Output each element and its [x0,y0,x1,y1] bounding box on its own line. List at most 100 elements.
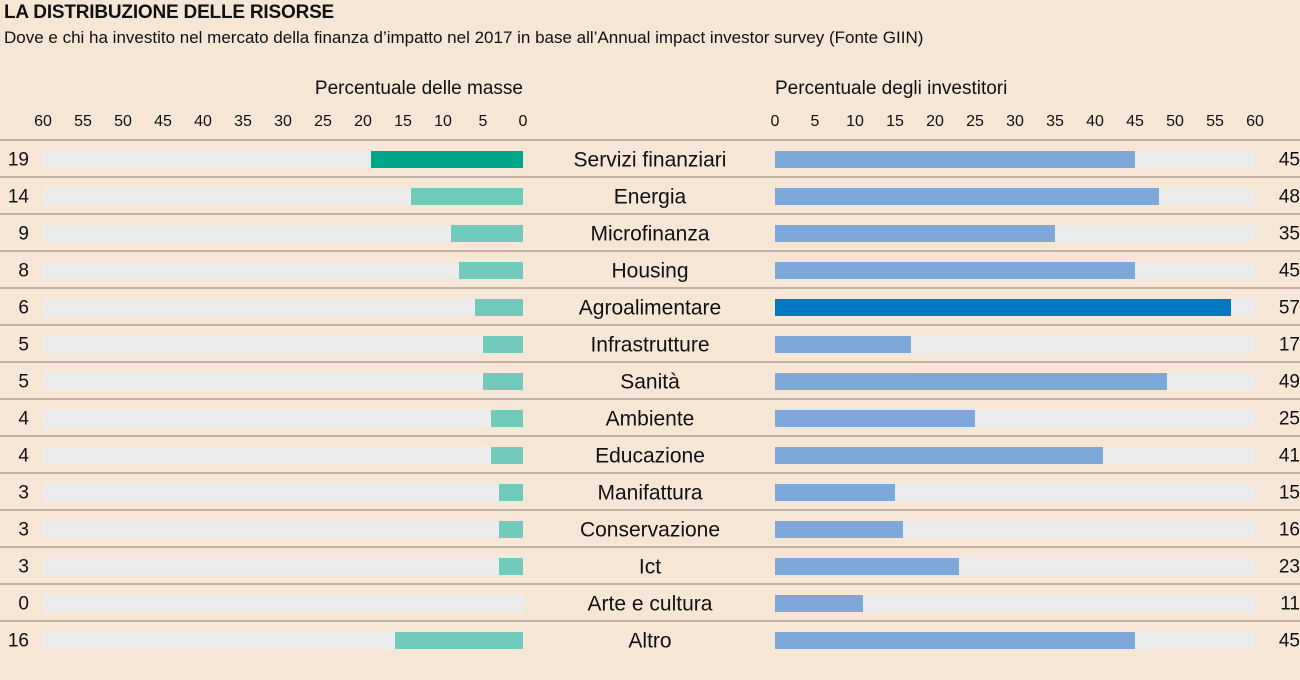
left-bar [499,558,523,575]
right-value-label: 45 [1279,261,1300,282]
left-tick-label: 25 [314,113,332,130]
left-tick-label: 30 [274,113,292,130]
left-bar-track [43,521,523,538]
left-tick-label: 10 [434,113,452,130]
left-value-label: 6 [18,298,29,319]
left-bar-track [43,373,523,390]
right-tick-label: 20 [926,113,944,130]
left-bar [491,410,523,427]
right-tick-label: 45 [1126,113,1144,130]
left-bar-track [43,484,523,501]
left-value-label: 5 [18,372,29,393]
left-bar [491,447,523,464]
right-tick-label: 60 [1246,113,1264,130]
category-label: Arte e cultura [588,593,713,616]
right-value-label: 23 [1279,557,1300,578]
right-bar [775,262,1135,279]
left-bar [411,188,523,205]
category-label: Microfinanza [590,223,709,246]
left-tick-label: 45 [154,113,172,130]
right-bar [775,410,975,427]
left-value-label: 3 [18,520,29,541]
right-value-label: 45 [1279,150,1300,171]
right-tick-label: 35 [1046,113,1064,130]
left-bar-track [43,299,523,316]
right-bar [775,632,1135,649]
right-tick-label: 0 [771,113,780,130]
category-label: Manifattura [597,482,702,505]
left-value-label: 4 [18,409,29,430]
left-tick-label: 35 [234,113,252,130]
left-value-label: 3 [18,557,29,578]
category-label: Ict [639,556,661,579]
right-value-label: 45 [1279,631,1300,652]
left-bar-track [43,336,523,353]
right-value-label: 35 [1279,224,1300,245]
right-bar [775,447,1103,464]
right-value-label: 11 [1280,594,1300,615]
right-bar-track [775,595,1255,612]
left-value-label: 16 [8,631,29,652]
left-bar-track [43,595,523,612]
right-bar [775,336,911,353]
right-bar [775,299,1231,316]
left-bar-track [43,558,523,575]
left-tick-label: 60 [34,113,52,130]
left-bar [499,484,523,501]
left-value-label: 0 [18,594,29,615]
left-tick-label: 55 [74,113,92,130]
left-bar-track [43,225,523,242]
right-tick-label: 25 [966,113,984,130]
category-label: Agroalimentare [579,297,721,320]
left-value-label: 19 [8,150,29,171]
left-bar [475,299,523,316]
left-bar-track [43,447,523,464]
chart-title: LA DISTRIBUZIONE DELLE RISORSE [4,2,335,23]
right-tick-label: 30 [1006,113,1024,130]
left-value-label: 5 [18,335,29,356]
right-value-label: 17 [1279,335,1300,356]
left-bar-track [43,410,523,427]
category-label: Altro [628,630,671,653]
right-bar [775,558,959,575]
right-tick-label: 10 [846,113,864,130]
left-tick-label: 40 [194,113,212,130]
left-value-label: 9 [18,224,29,245]
left-bar [483,373,523,390]
left-value-label: 4 [18,446,29,467]
category-label: Servizi finanziari [574,149,727,172]
right-tick-label: 5 [811,113,820,130]
left-tick-label: 20 [354,113,372,130]
right-tick-label: 15 [886,113,904,130]
right-bar [775,521,903,538]
left-tick-label: 15 [394,113,412,130]
left-bar [483,336,523,353]
right-value-label: 16 [1279,520,1300,541]
right-bar [775,373,1167,390]
right-bar [775,188,1159,205]
right-bar [775,484,895,501]
right-axis-title: Percentuale degli investitori [775,78,1007,99]
left-value-label: 8 [18,261,29,282]
left-tick-label: 0 [519,113,528,130]
right-bar [775,151,1135,168]
category-label: Sanità [620,371,680,394]
right-value-label: 48 [1279,187,1300,208]
right-tick-label: 40 [1086,113,1104,130]
left-value-label: 14 [8,187,30,208]
right-value-label: 15 [1279,483,1300,504]
left-bar [499,521,523,538]
category-label: Housing [611,260,688,283]
right-tick-label: 55 [1206,113,1224,130]
left-tick-label: 5 [479,113,488,130]
left-bar [395,632,523,649]
right-value-label: 41 [1279,446,1300,467]
left-bar [459,262,523,279]
right-value-label: 25 [1279,409,1300,430]
left-axis-title: Percentuale delle masse [315,78,523,99]
right-value-label: 57 [1279,298,1300,319]
category-label: Educazione [595,445,705,468]
category-label: Energia [614,186,687,209]
left-bar [371,151,523,168]
